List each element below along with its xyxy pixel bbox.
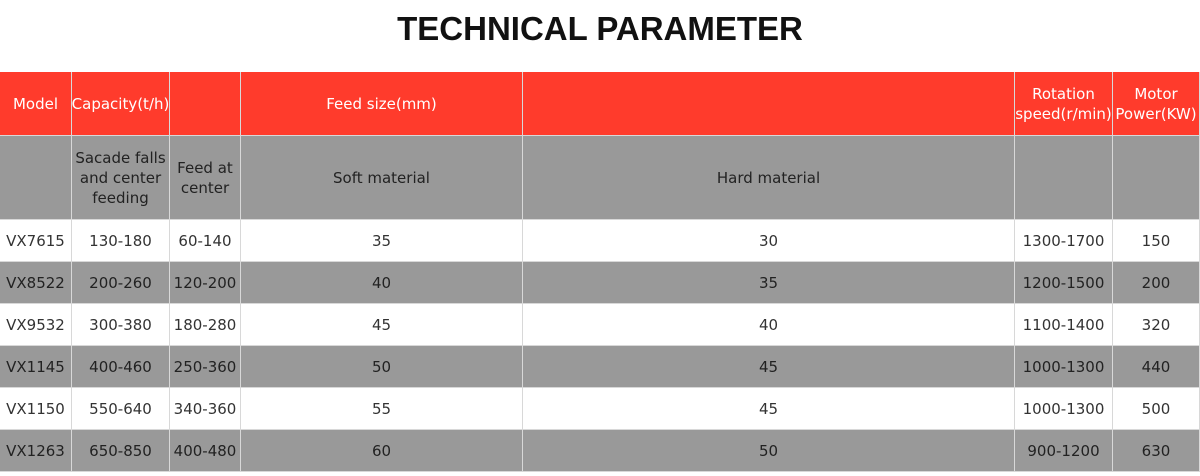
table-cell: 200 [1113,262,1200,304]
sub-header-cell: Sacade falls and center feeding [72,136,170,220]
table-cell: 1000-1300 [1015,346,1113,388]
table-cell: 1100-1400 [1015,304,1113,346]
table-cell: 55 [241,388,523,430]
header-cell: Feed size(mm) [241,72,523,136]
table-cell: 50 [523,430,1015,472]
table-cell: 35 [523,262,1015,304]
header-cell: Motor Power(KW) [1113,72,1200,136]
table-cell: 60 [241,430,523,472]
page-title: TECHNICAL PARAMETER [397,10,803,47]
parameter-table: Model Capacity(t/h) Feed size(mm) Rotation … [0,72,1200,472]
table-cell: 60-140 [170,220,241,262]
table-cell: 400-480 [170,430,241,472]
header-empty [170,72,241,136]
table-cell: VX1263 [0,430,72,472]
table-cell: 45 [523,388,1015,430]
table-cell: 500 [1113,388,1200,430]
header-cell: Model [0,72,72,136]
sub-header-cell: Soft material [241,136,523,220]
sub-header-cell: Hard material [523,136,1015,220]
sub-header-empty [1015,136,1113,220]
table-cell: VX1145 [0,346,72,388]
table-cell: 440 [1113,346,1200,388]
table-cell: 50 [241,346,523,388]
table-cell: 250-360 [170,346,241,388]
table-cell: 400-460 [72,346,170,388]
table-cell: 650-850 [72,430,170,472]
table-cell: VX1150 [0,388,72,430]
table-cell: VX8522 [0,262,72,304]
table-cell: 1300-1700 [1015,220,1113,262]
table-cell: 40 [523,304,1015,346]
table-cell: VX9532 [0,304,72,346]
table-cell: VX7615 [0,220,72,262]
table-cell: 150 [1113,220,1200,262]
header-cell: Capacity(t/h) [72,72,170,136]
table-cell: 120-200 [170,262,241,304]
sub-header-empty [0,136,72,220]
table-cell: 900-1200 [1015,430,1113,472]
table-cell: 340-360 [170,388,241,430]
table-cell: 130-180 [72,220,170,262]
table-cell: 1000-1300 [1015,388,1113,430]
table-cell: 40 [241,262,523,304]
table-cell: 30 [523,220,1015,262]
table-cell: 300-380 [72,304,170,346]
table-cell: 1200-1500 [1015,262,1113,304]
table-cell: 550-640 [72,388,170,430]
sub-header-cell: Feed at center [170,136,241,220]
table-cell: 35 [241,220,523,262]
sub-header-empty [1113,136,1200,220]
header-cell: Rotation speed(r/min) [1015,72,1113,136]
table-cell: 45 [523,346,1015,388]
header-empty [523,72,1015,136]
table-cell: 320 [1113,304,1200,346]
table-cell: 630 [1113,430,1200,472]
table-cell: 200-260 [72,262,170,304]
table-cell: 180-280 [170,304,241,346]
table-cell: 45 [241,304,523,346]
